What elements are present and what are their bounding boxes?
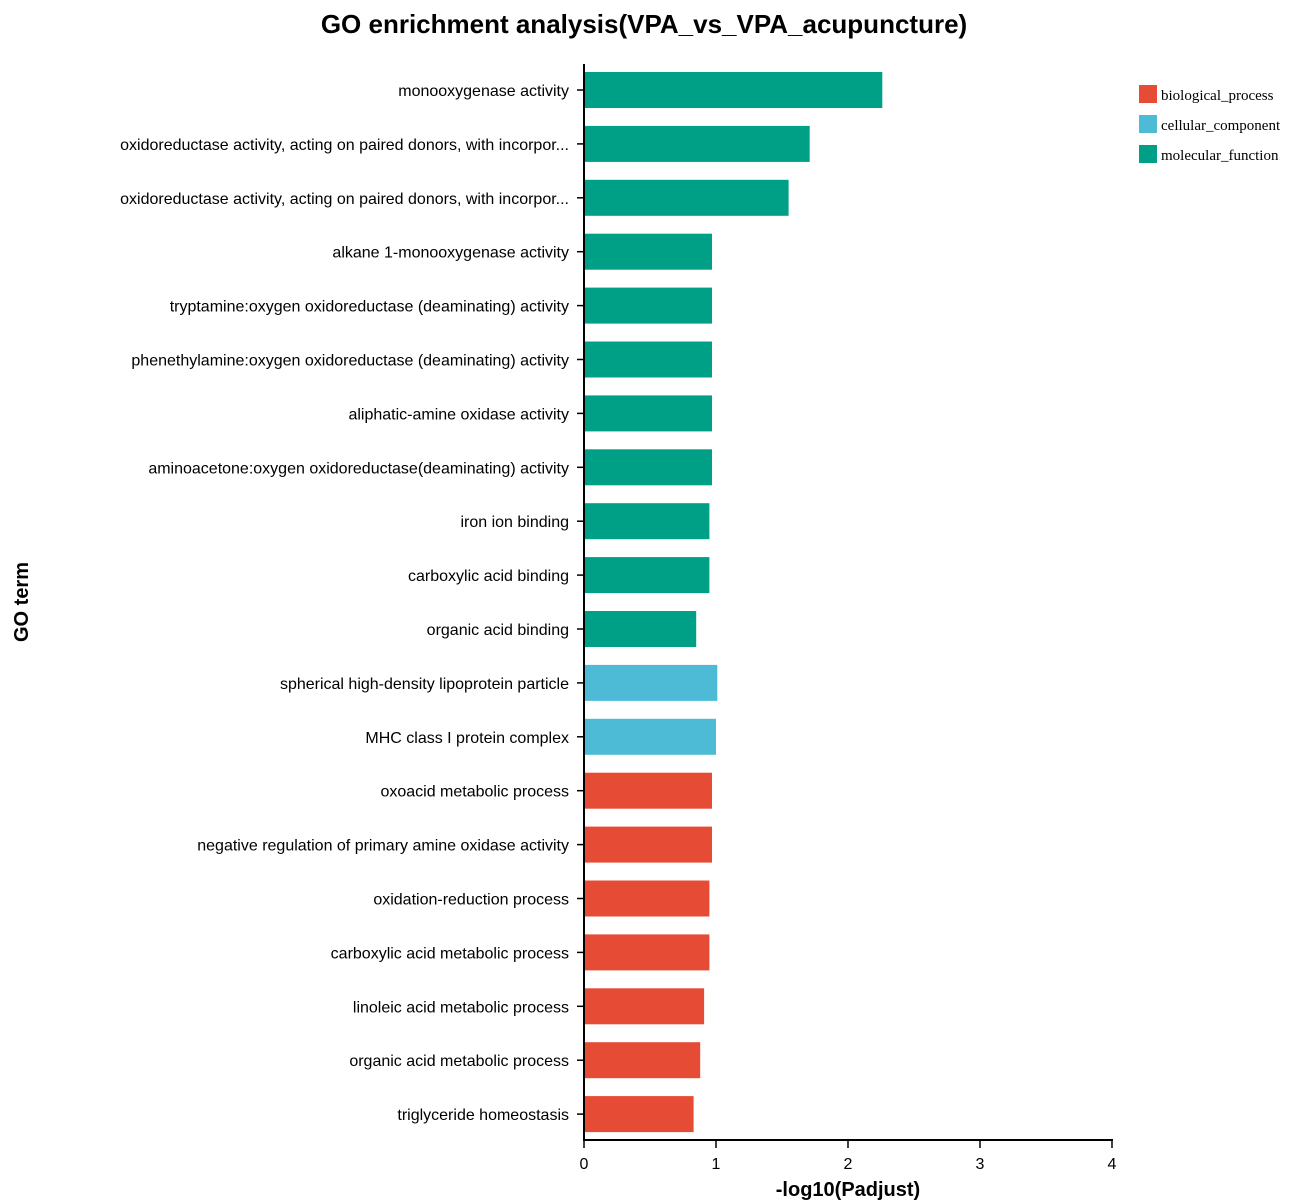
y-tick-label-13: oxoacid metabolic process <box>380 784 569 801</box>
y-tick-label-9: carboxylic acid binding <box>408 568 569 585</box>
x-tick-label-2: 2 <box>844 1156 853 1173</box>
y-tick-label-0: monooxygenase activity <box>398 83 569 100</box>
y-tick-label-18: organic acid metabolic process <box>349 1053 569 1070</box>
y-tick-label-10: organic acid binding <box>427 622 569 639</box>
bar-1 <box>584 125 810 162</box>
legend-label-cellular_component: cellular_component <box>1161 118 1281 134</box>
y-tick-label-5: phenethylamine:oxygen oxidoreductase (de… <box>131 353 569 370</box>
x-tick-label-3: 3 <box>976 1156 985 1173</box>
y-tick-label-11: spherical high-density lipoprotein parti… <box>280 676 569 693</box>
x-tick-label-1: 1 <box>712 1156 721 1173</box>
legend-label-molecular_function: molecular_function <box>1161 148 1279 164</box>
bar-5 <box>584 341 712 378</box>
bar-9 <box>584 557 710 594</box>
bar-0 <box>584 72 883 108</box>
y-tick-label-4: tryptamine:oxygen oxidoreductase (deamin… <box>170 299 569 316</box>
bar-4 <box>584 287 712 324</box>
y-tick-label-14: negative regulation of primary amine oxi… <box>197 838 569 855</box>
bars-group <box>584 72 883 1133</box>
y-tick-label-8: iron ion binding <box>460 514 569 531</box>
bar-14 <box>584 826 712 863</box>
bar-16 <box>584 934 710 971</box>
bar-2 <box>584 179 789 216</box>
y-tick-label-15: oxidation-reduction process <box>373 892 569 909</box>
bar-8 <box>584 503 710 540</box>
bar-10 <box>584 611 697 647</box>
bar-15 <box>584 880 710 917</box>
legend-swatch-biological_process <box>1139 85 1157 103</box>
y-tick-label-6: aliphatic-amine oxidase activity <box>348 406 569 423</box>
y-axis-title: GO term <box>11 562 33 642</box>
bar-11 <box>584 664 718 701</box>
y-tick-label-19: triglyceride homeostasis <box>397 1107 569 1124</box>
bar-12 <box>584 718 716 755</box>
y-tick-label-2: oxidoreductase activity, acting on paire… <box>120 191 569 208</box>
legend: biological_process cellular_componentmole… <box>1139 85 1281 164</box>
y-tick-label-17: linoleic acid metabolic process <box>353 999 569 1016</box>
x-tick-label-4: 4 <box>1108 1156 1117 1173</box>
bar-6 <box>584 395 712 432</box>
x-tick-label-0: 0 <box>580 1156 589 1173</box>
y-tick-labels: monooxygenase activity oxidoreductase act… <box>120 83 584 1124</box>
bar-13 <box>584 772 712 809</box>
bar-3 <box>584 233 712 270</box>
x-ticks: 0 1 2 3 4 <box>580 1140 1117 1173</box>
bar-17 <box>584 988 705 1025</box>
legend-swatch-molecular_function <box>1139 145 1157 163</box>
bar-18 <box>584 1042 701 1079</box>
y-tick-label-16: carboxylic acid metabolic process <box>331 945 569 962</box>
legend-swatch-cellular_component <box>1139 115 1157 133</box>
x-axis-title: -log10(Padjust) <box>776 1179 920 1201</box>
legend-label-biological_process: biological_process <box>1161 88 1274 104</box>
y-tick-label-12: MHC class I protein complex <box>365 730 569 747</box>
bar-19 <box>584 1096 694 1133</box>
y-tick-label-3: alkane 1-monooxygenase activity <box>332 245 569 262</box>
bar-7 <box>584 449 712 486</box>
chart-title: GO enrichment analysis(VPA_vs_VPA_acupun… <box>321 9 967 39</box>
y-tick-label-7: aminoacetone:oxygen oxidoreductase(deami… <box>148 460 569 477</box>
y-tick-label-1: oxidoreductase activity, acting on paire… <box>120 137 569 154</box>
